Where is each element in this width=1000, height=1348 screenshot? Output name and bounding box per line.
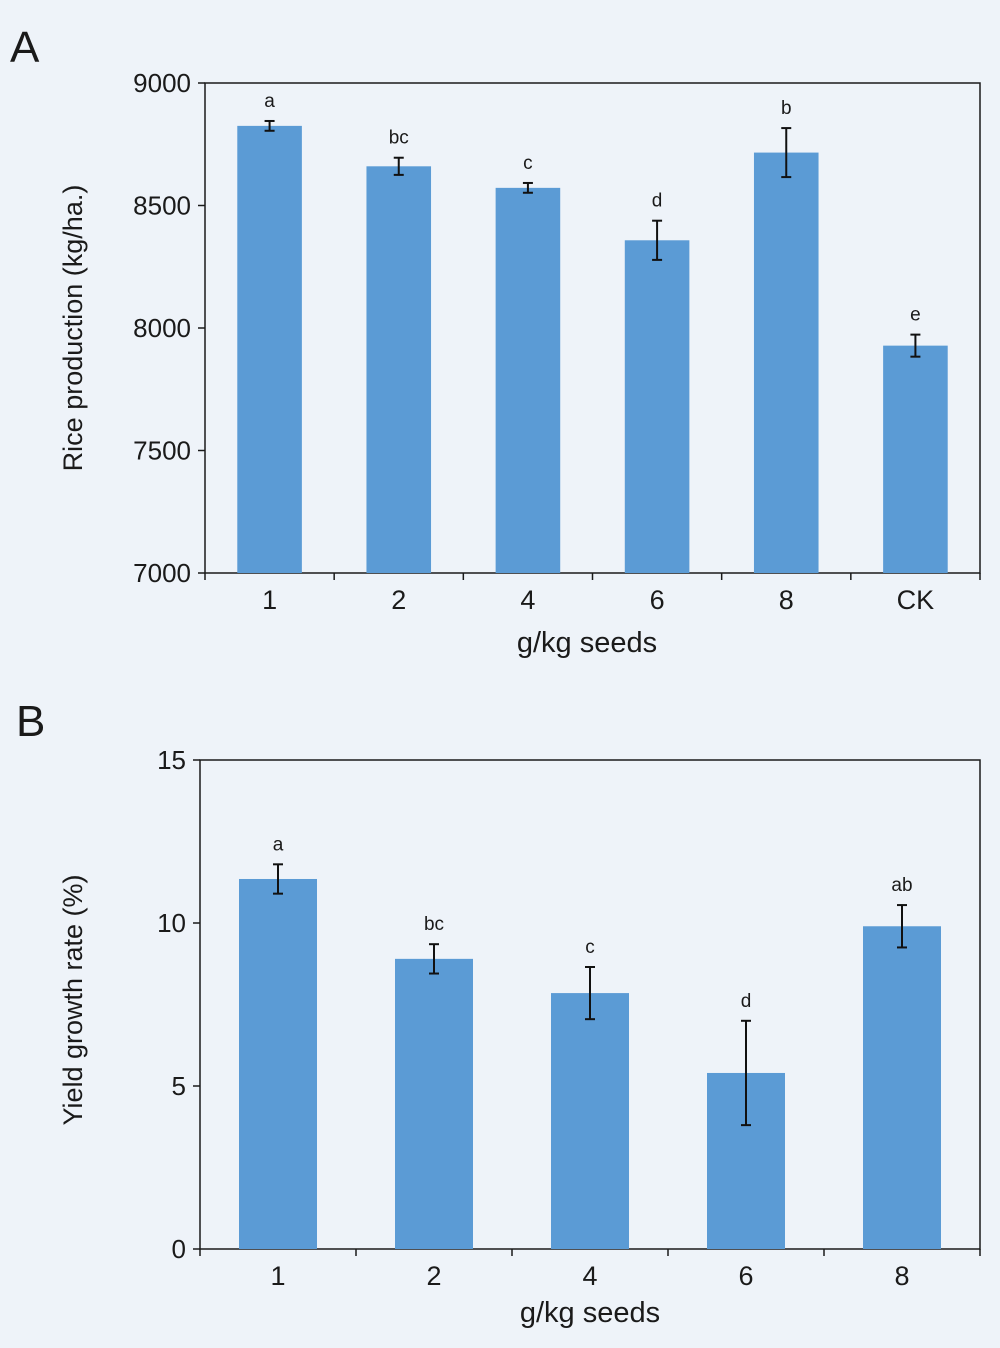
significance-letter: b [781,98,792,119]
y-tick-label: 8000 [133,313,191,343]
x-axis-label-b: g/kg seeds [520,1297,660,1329]
bar-2 [395,958,473,1249]
chart-panel-b: B Yield growth rate (%) g/kg seeds 0 5 10 1… [16,697,981,1329]
x-tick-label: 1 [270,1261,285,1291]
bar-1 [237,125,302,573]
y-tick-label: 7500 [133,436,191,466]
significance-letter: bc [424,914,444,935]
x-tick-label: 8 [894,1261,909,1291]
x-tick-label: 4 [520,585,535,615]
significance-letter: d [652,191,663,212]
panel-label-a: A [10,23,40,72]
bar-8 [863,926,941,1249]
plot-area-a [204,82,981,574]
significance-letter: ab [891,875,912,896]
y-axis-label-b: Yield growth rate (%) [58,874,88,1125]
bar-8 [753,152,819,573]
y-ticks-a: 7000 7500 8000 8500 9000 [133,68,981,588]
significance-letter: a [273,834,284,855]
y-tick-label: 15 [157,745,186,775]
x-tick-label: 6 [650,585,665,615]
bar-2 [366,166,432,574]
y-ticks-b: 0 5 10 15 [157,745,981,1264]
x-tick-label: 8 [779,585,794,615]
bars-a: a 1 bc 2 c 4 d 6 b 8 e CK [237,91,948,615]
bar-4 [551,993,629,1249]
significance-letter: bc [389,128,409,149]
bar-1 [239,878,317,1249]
significance-letter: d [741,991,752,1012]
bars-b: a 1 bc 2 c 4 d 6 ab 8 [239,834,941,1291]
bar-CK [883,345,948,573]
panel-label-b: B [16,697,45,746]
y-tick-label: 10 [157,908,186,938]
y-tick-label: 5 [172,1071,186,1101]
significance-letter: e [910,305,921,326]
significance-letter: c [585,937,595,958]
y-axis-label-a: Rice production (kg/ha.) [58,185,88,472]
chart-panel-a: A Rice production (kg/ha.) g/kg seeds 70… [10,23,981,659]
x-tick-label: CK [897,585,935,615]
significance-letter: a [264,91,275,112]
x-tick-label: 1 [262,585,277,615]
bar-4 [495,187,561,574]
x-tick-label: 6 [738,1261,753,1291]
x-tick-label: 2 [426,1261,441,1291]
bar-6 [624,240,690,574]
significance-letter: c [523,153,533,174]
y-tick-label: 8500 [133,191,191,221]
y-tick-label: 0 [172,1234,186,1264]
x-tick-label: 4 [582,1261,597,1291]
x-axis-label-a: g/kg seeds [517,627,657,659]
x-tick-label: 2 [391,585,406,615]
y-tick-label: 7000 [133,558,191,588]
y-tick-label: 9000 [133,68,191,98]
